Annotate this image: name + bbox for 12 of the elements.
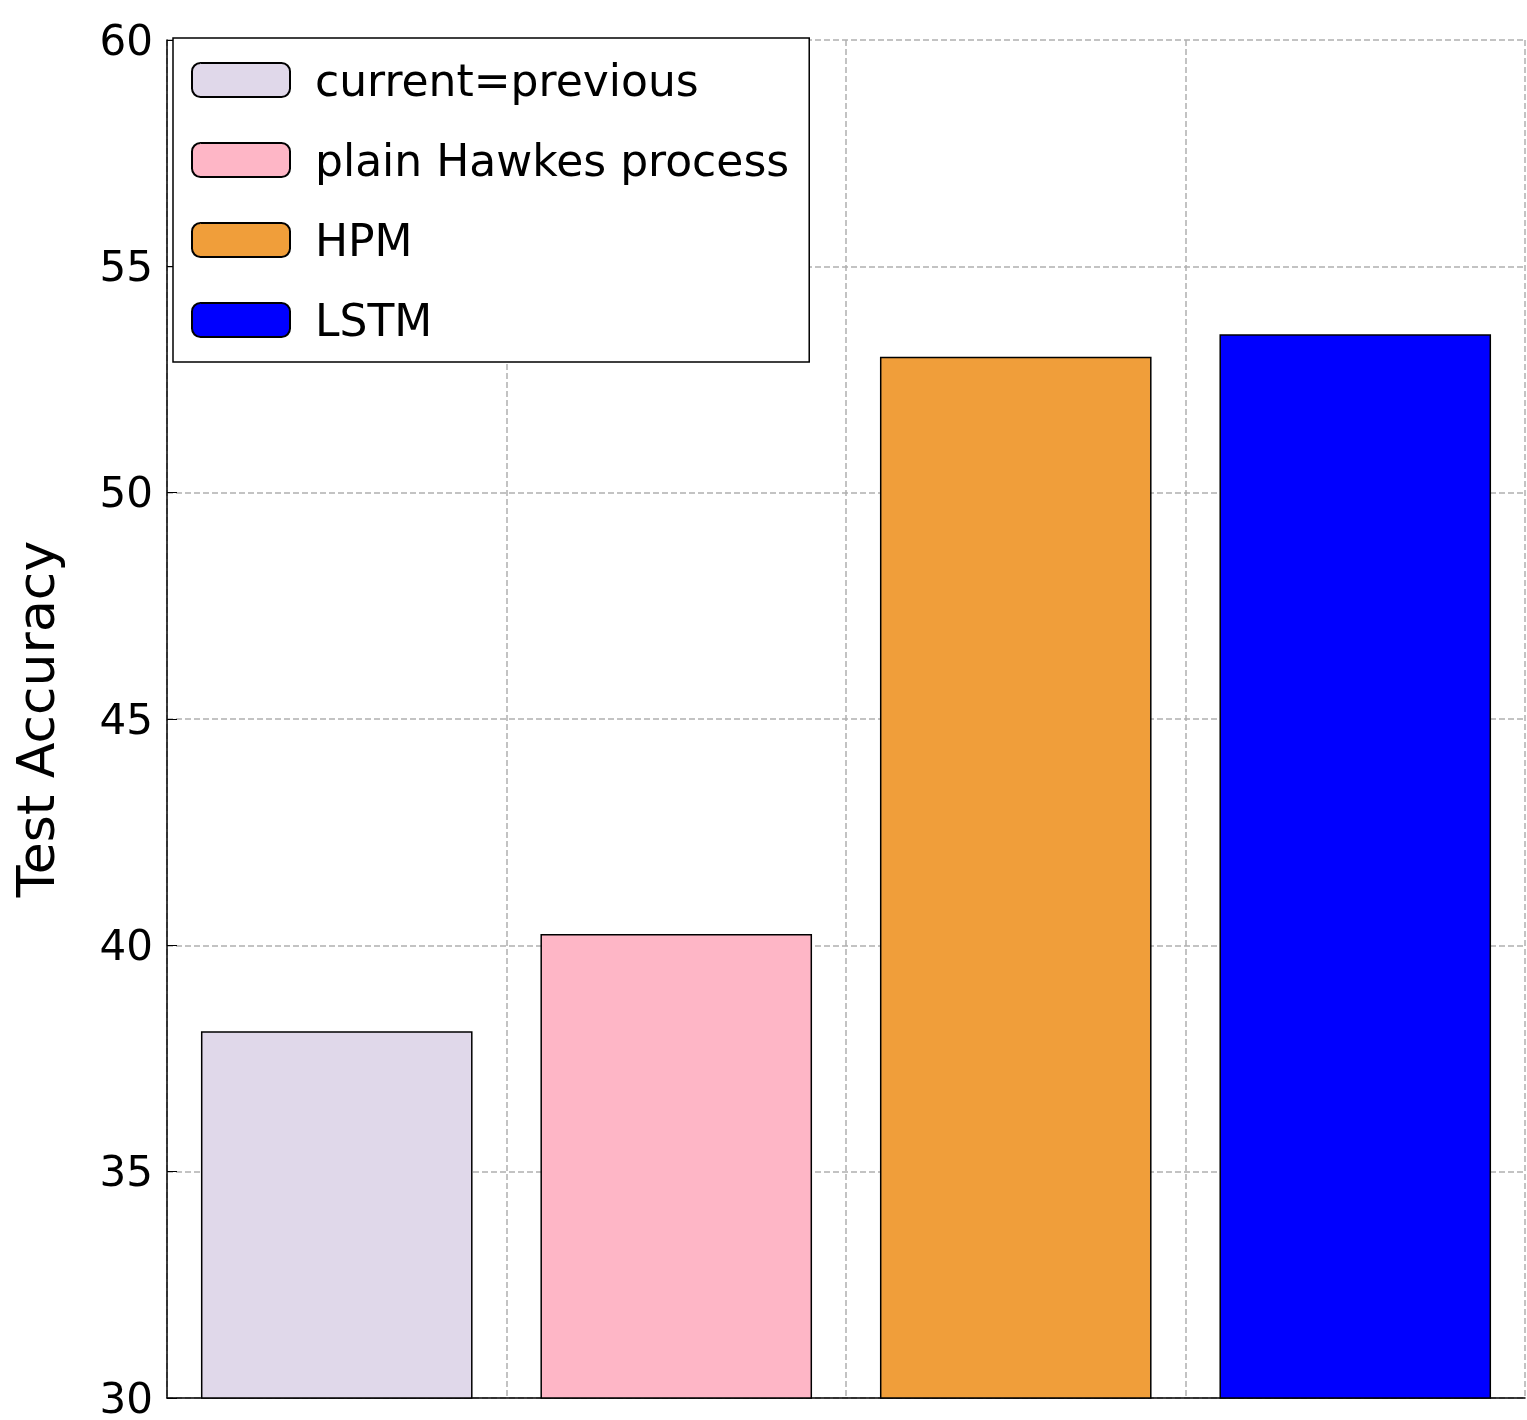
- y-tick-label: 60: [99, 15, 153, 65]
- y-axis-title: Test Accuracy: [6, 540, 66, 899]
- y-tick-label: 50: [99, 468, 153, 518]
- legend-label: plain Hawkes process: [315, 134, 790, 186]
- y-tick-label: 30: [99, 1373, 153, 1420]
- y-tick-label: 35: [99, 1147, 153, 1197]
- y-tick-label: 45: [99, 694, 153, 744]
- y-tick-label: 55: [99, 241, 153, 291]
- legend-label: LSTM: [315, 294, 433, 346]
- legend-label: current=previous: [315, 54, 699, 106]
- y-tick-label: 40: [99, 920, 153, 970]
- legend-label: HPM: [315, 214, 413, 266]
